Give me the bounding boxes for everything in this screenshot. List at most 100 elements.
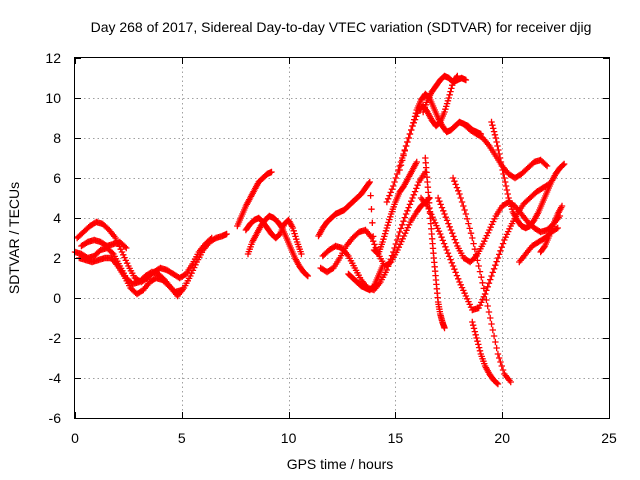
data-point	[458, 284, 466, 291]
series-arc4	[78, 236, 130, 252]
data-point	[484, 302, 491, 310]
data-point	[454, 275, 462, 282]
data-point	[501, 174, 508, 182]
data-point	[410, 119, 417, 126]
data-point	[499, 366, 507, 374]
data-point	[425, 205, 432, 212]
data-point	[384, 263, 392, 270]
data-point	[441, 108, 448, 116]
data-point	[462, 292, 470, 300]
data-point	[409, 194, 416, 202]
data-point	[493, 138, 500, 146]
data-point	[447, 256, 454, 263]
data-point	[501, 236, 508, 244]
data-point	[558, 202, 566, 210]
data-point	[441, 324, 448, 332]
data-point	[469, 322, 477, 329]
series-arc3	[76, 254, 185, 298]
data-point	[497, 358, 504, 366]
data-point	[463, 215, 471, 222]
data-point	[448, 259, 455, 266]
data-point	[473, 334, 480, 342]
data-point	[380, 236, 387, 243]
data-point	[405, 221, 413, 228]
data-point	[484, 229, 492, 236]
data-point	[485, 280, 493, 287]
data-point	[460, 202, 467, 210]
data-point	[381, 230, 389, 237]
data-point	[438, 204, 446, 211]
data-point	[372, 244, 379, 251]
series-arc18	[449, 174, 514, 386]
data-point	[443, 103, 450, 110]
data-point	[400, 218, 407, 225]
data-point	[482, 235, 489, 242]
data-point	[457, 281, 464, 288]
data-point	[498, 362, 505, 370]
data-point	[292, 233, 299, 240]
data-point	[369, 238, 377, 245]
data-point	[543, 162, 551, 170]
data-point	[395, 232, 402, 240]
data-point	[460, 287, 467, 294]
data-point	[494, 350, 502, 358]
data-point	[388, 186, 396, 193]
data-point	[451, 266, 458, 273]
data-point	[395, 244, 403, 251]
data-point	[404, 207, 411, 214]
x-tick-label: 15	[388, 430, 404, 446]
data-point	[120, 251, 127, 258]
data-point	[542, 161, 549, 168]
data-point	[117, 246, 124, 253]
y-tick-label: 12	[45, 50, 61, 66]
data-point	[479, 240, 487, 248]
data-point	[471, 246, 479, 253]
data-point	[411, 116, 419, 123]
data-point	[554, 224, 561, 232]
data-point	[404, 224, 411, 231]
data-point	[402, 142, 410, 150]
data-point	[441, 210, 448, 218]
data-point	[373, 247, 381, 254]
data-point	[401, 147, 408, 154]
data-point	[452, 269, 459, 276]
data-point	[387, 189, 394, 196]
data-point	[474, 338, 481, 345]
data-point	[398, 238, 405, 245]
data-points	[71, 72, 568, 388]
data-point	[445, 94, 452, 102]
data-point	[408, 126, 415, 134]
data-point	[448, 85, 455, 92]
data-point	[453, 272, 461, 279]
x-tick-label: 20	[494, 430, 510, 446]
data-point	[476, 302, 484, 309]
data-point	[386, 192, 393, 199]
data-point	[475, 304, 482, 312]
x-tick-labels: 0 5 10 15 20 25	[71, 430, 617, 446]
data-point	[298, 250, 305, 258]
data-point	[494, 142, 501, 150]
data-point	[483, 232, 491, 239]
data-point	[385, 219, 392, 226]
data-point	[390, 248, 397, 256]
data-point	[462, 210, 470, 218]
data-point	[399, 235, 406, 242]
y-tick-label: 10	[45, 90, 61, 106]
data-point	[493, 380, 501, 387]
data-point	[413, 113, 420, 120]
data-point	[499, 240, 507, 247]
data-point	[497, 247, 504, 254]
data-point	[553, 225, 560, 232]
data-point	[452, 181, 459, 188]
data-point	[472, 251, 480, 258]
data-point	[439, 237, 447, 244]
data-point	[492, 262, 499, 269]
data-point	[366, 178, 373, 186]
data-point	[413, 185, 420, 192]
data-point	[393, 236, 401, 244]
data-point	[414, 110, 421, 117]
data-point	[498, 244, 505, 251]
data-point	[451, 236, 458, 243]
data-point	[466, 225, 473, 232]
series-arc5	[244, 212, 312, 280]
